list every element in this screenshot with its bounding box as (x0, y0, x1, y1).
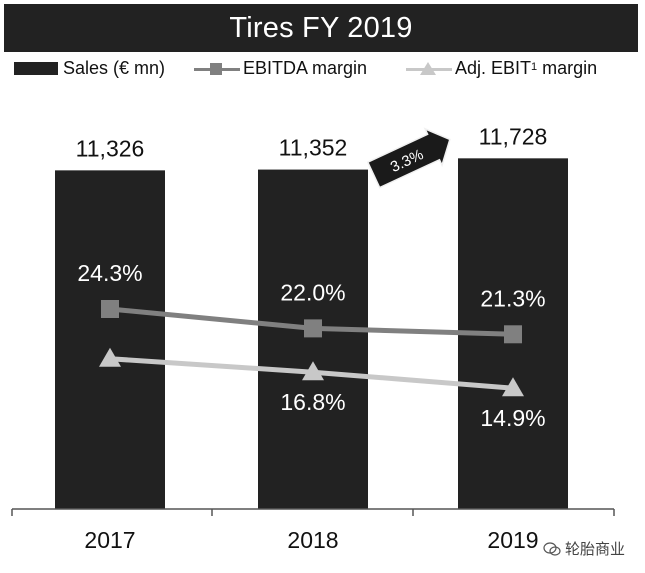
chart-title: Tires FY 2019 (4, 4, 638, 52)
legend-item-ebitda: EBITDA margin (194, 58, 367, 79)
marker-ebit-2019 (502, 377, 524, 397)
bar-sales-2017 (55, 170, 165, 509)
legend: Sales (€ mn) EBITDA margin Adj. EBIT 1 m… (14, 58, 644, 80)
bar-label-sales-2019: 11,728 (479, 123, 548, 149)
legend-label-sales: Sales (€ mn) (63, 58, 166, 78)
legend-label-ebit-sup: 1 (531, 60, 538, 73)
bar-label-sales-2017: 11,326 (76, 135, 145, 161)
legend-label-ebitda: EBITDA margin (243, 58, 368, 78)
legend-bar-swatch (14, 62, 58, 75)
marker-ebitda-2018 (304, 319, 322, 338)
legend-label-ebit-suffix: margin (542, 58, 598, 78)
data-label-ebitda-2019: 21.3% (480, 285, 545, 311)
data-label-ebitda-2018: 22.0% (280, 279, 345, 305)
wechat-icon (543, 541, 561, 556)
legend-item-ebit: Adj. EBIT 1 margin (406, 58, 597, 79)
marker-ebit-2018 (302, 361, 324, 381)
x-tick-label-2017: 2017 (84, 527, 135, 553)
marker-ebitda-2017 (101, 300, 119, 318)
legend-triangle-line-swatch (406, 61, 452, 76)
data-label-ebit-2019: 14.9% (480, 405, 545, 431)
bar-sales-2018 (258, 169, 368, 509)
callout-arrow: 3.3% (366, 127, 451, 189)
data-label-ebitda-2017: 24.3% (77, 260, 142, 286)
x-tick-label-2018: 2018 (287, 527, 338, 553)
marker-ebit-2017 (99, 347, 121, 367)
bar-label-sales-2018: 11,352 (279, 135, 348, 161)
legend-label-ebit-prefix: Adj. EBIT (455, 58, 532, 78)
marker-ebitda-2019 (504, 325, 522, 344)
callout-arrow-shape (366, 127, 451, 189)
watermark: 轮胎商业 (540, 538, 627, 559)
legend-square-line-swatch (194, 62, 240, 76)
legend-item-sales: Sales (€ mn) (14, 58, 165, 79)
x-tick-label-2019: 2019 (487, 527, 538, 553)
data-label-ebit-2018: 16.8% (280, 389, 345, 415)
watermark-text: 轮胎商业 (564, 541, 625, 558)
